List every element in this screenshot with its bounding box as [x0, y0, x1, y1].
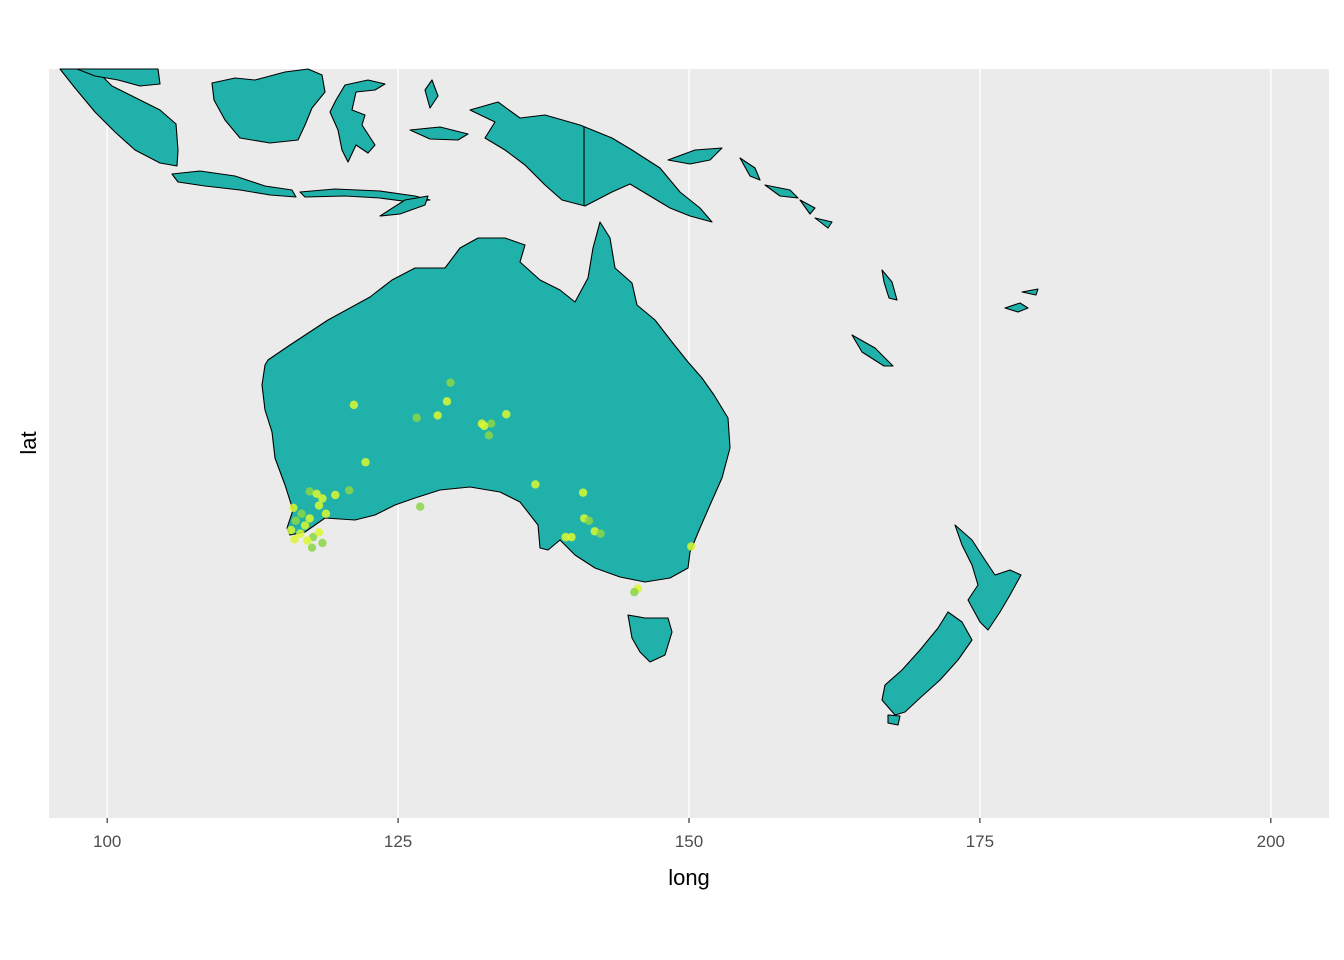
occurrence-point	[289, 503, 298, 513]
occurrence-point	[433, 411, 442, 420]
land-sumatra	[59, 68, 179, 167]
occurrence-point	[416, 502, 425, 511]
x-axis-title: long	[668, 865, 710, 890]
x-tick-label: 150	[675, 832, 703, 851]
occurrence-point	[349, 400, 359, 410]
occurrence-point	[502, 410, 511, 419]
land-vanuatu-new-caledonia	[851, 269, 898, 367]
occurrence-point	[296, 529, 305, 538]
land-new-zealand-south-island	[881, 611, 973, 716]
occurrence-point	[567, 532, 576, 542]
land-sulawesi	[329, 79, 386, 163]
occurrence-point	[561, 532, 570, 542]
occurrence-point	[303, 536, 312, 545]
occurrence-point	[321, 509, 331, 518]
occurrence-point	[477, 419, 487, 428]
occurrence-point	[361, 458, 370, 467]
occurrence-point	[300, 521, 310, 530]
land-new-britain	[667, 147, 723, 165]
land-java	[171, 170, 297, 198]
occurrence-point	[531, 480, 540, 489]
occurrence-point	[297, 509, 306, 518]
land-timor	[379, 195, 429, 217]
occurrence-point	[331, 490, 340, 500]
occurrence-point	[578, 488, 588, 497]
occurrence-point	[307, 543, 317, 552]
occurrence-point	[345, 486, 354, 495]
occurrence-point	[484, 431, 494, 440]
land-tasmania	[627, 614, 673, 663]
landmasses	[59, 68, 1039, 726]
y-axis-title: lat	[16, 431, 41, 454]
occurrence-point	[314, 501, 324, 510]
occurrence-point	[412, 413, 421, 422]
occurrence-point	[290, 535, 299, 544]
occurrence-point	[486, 419, 496, 428]
occurrence-point	[314, 528, 324, 537]
occurrence-point	[318, 494, 327, 503]
occurrence-point	[446, 378, 455, 387]
land-fiji	[1004, 288, 1039, 313]
x-tick-label: 200	[1257, 832, 1285, 851]
land-new-guinea	[469, 101, 713, 223]
land-borneo	[211, 68, 326, 144]
land-solomon-islands	[739, 157, 833, 229]
occurrence-point	[312, 489, 321, 499]
x-tick-label: 125	[384, 832, 412, 851]
x-tick-label: 175	[966, 832, 994, 851]
x-tick-label: 100	[93, 832, 121, 851]
x-axis: 100 125 150 175 200	[93, 818, 1285, 851]
occurrence-point	[318, 538, 327, 548]
occurrence-point	[286, 525, 296, 535]
land-malay-peninsula	[76, 68, 161, 87]
occurrence-point	[442, 397, 452, 406]
land-stewart-island	[887, 714, 901, 726]
occurrence-points	[286, 378, 696, 597]
occurrence-point	[630, 587, 639, 597]
land-australia	[261, 221, 731, 583]
occurrence-point	[584, 516, 594, 525]
occurrence-point	[291, 516, 300, 525]
land-halmahera-seram	[409, 79, 469, 141]
occurrence-point	[305, 487, 314, 496]
land-new-zealand-north-island	[954, 524, 1022, 631]
occurrence-point	[305, 514, 314, 523]
occurrence-point	[687, 542, 696, 551]
occurrence-point	[596, 529, 605, 538]
